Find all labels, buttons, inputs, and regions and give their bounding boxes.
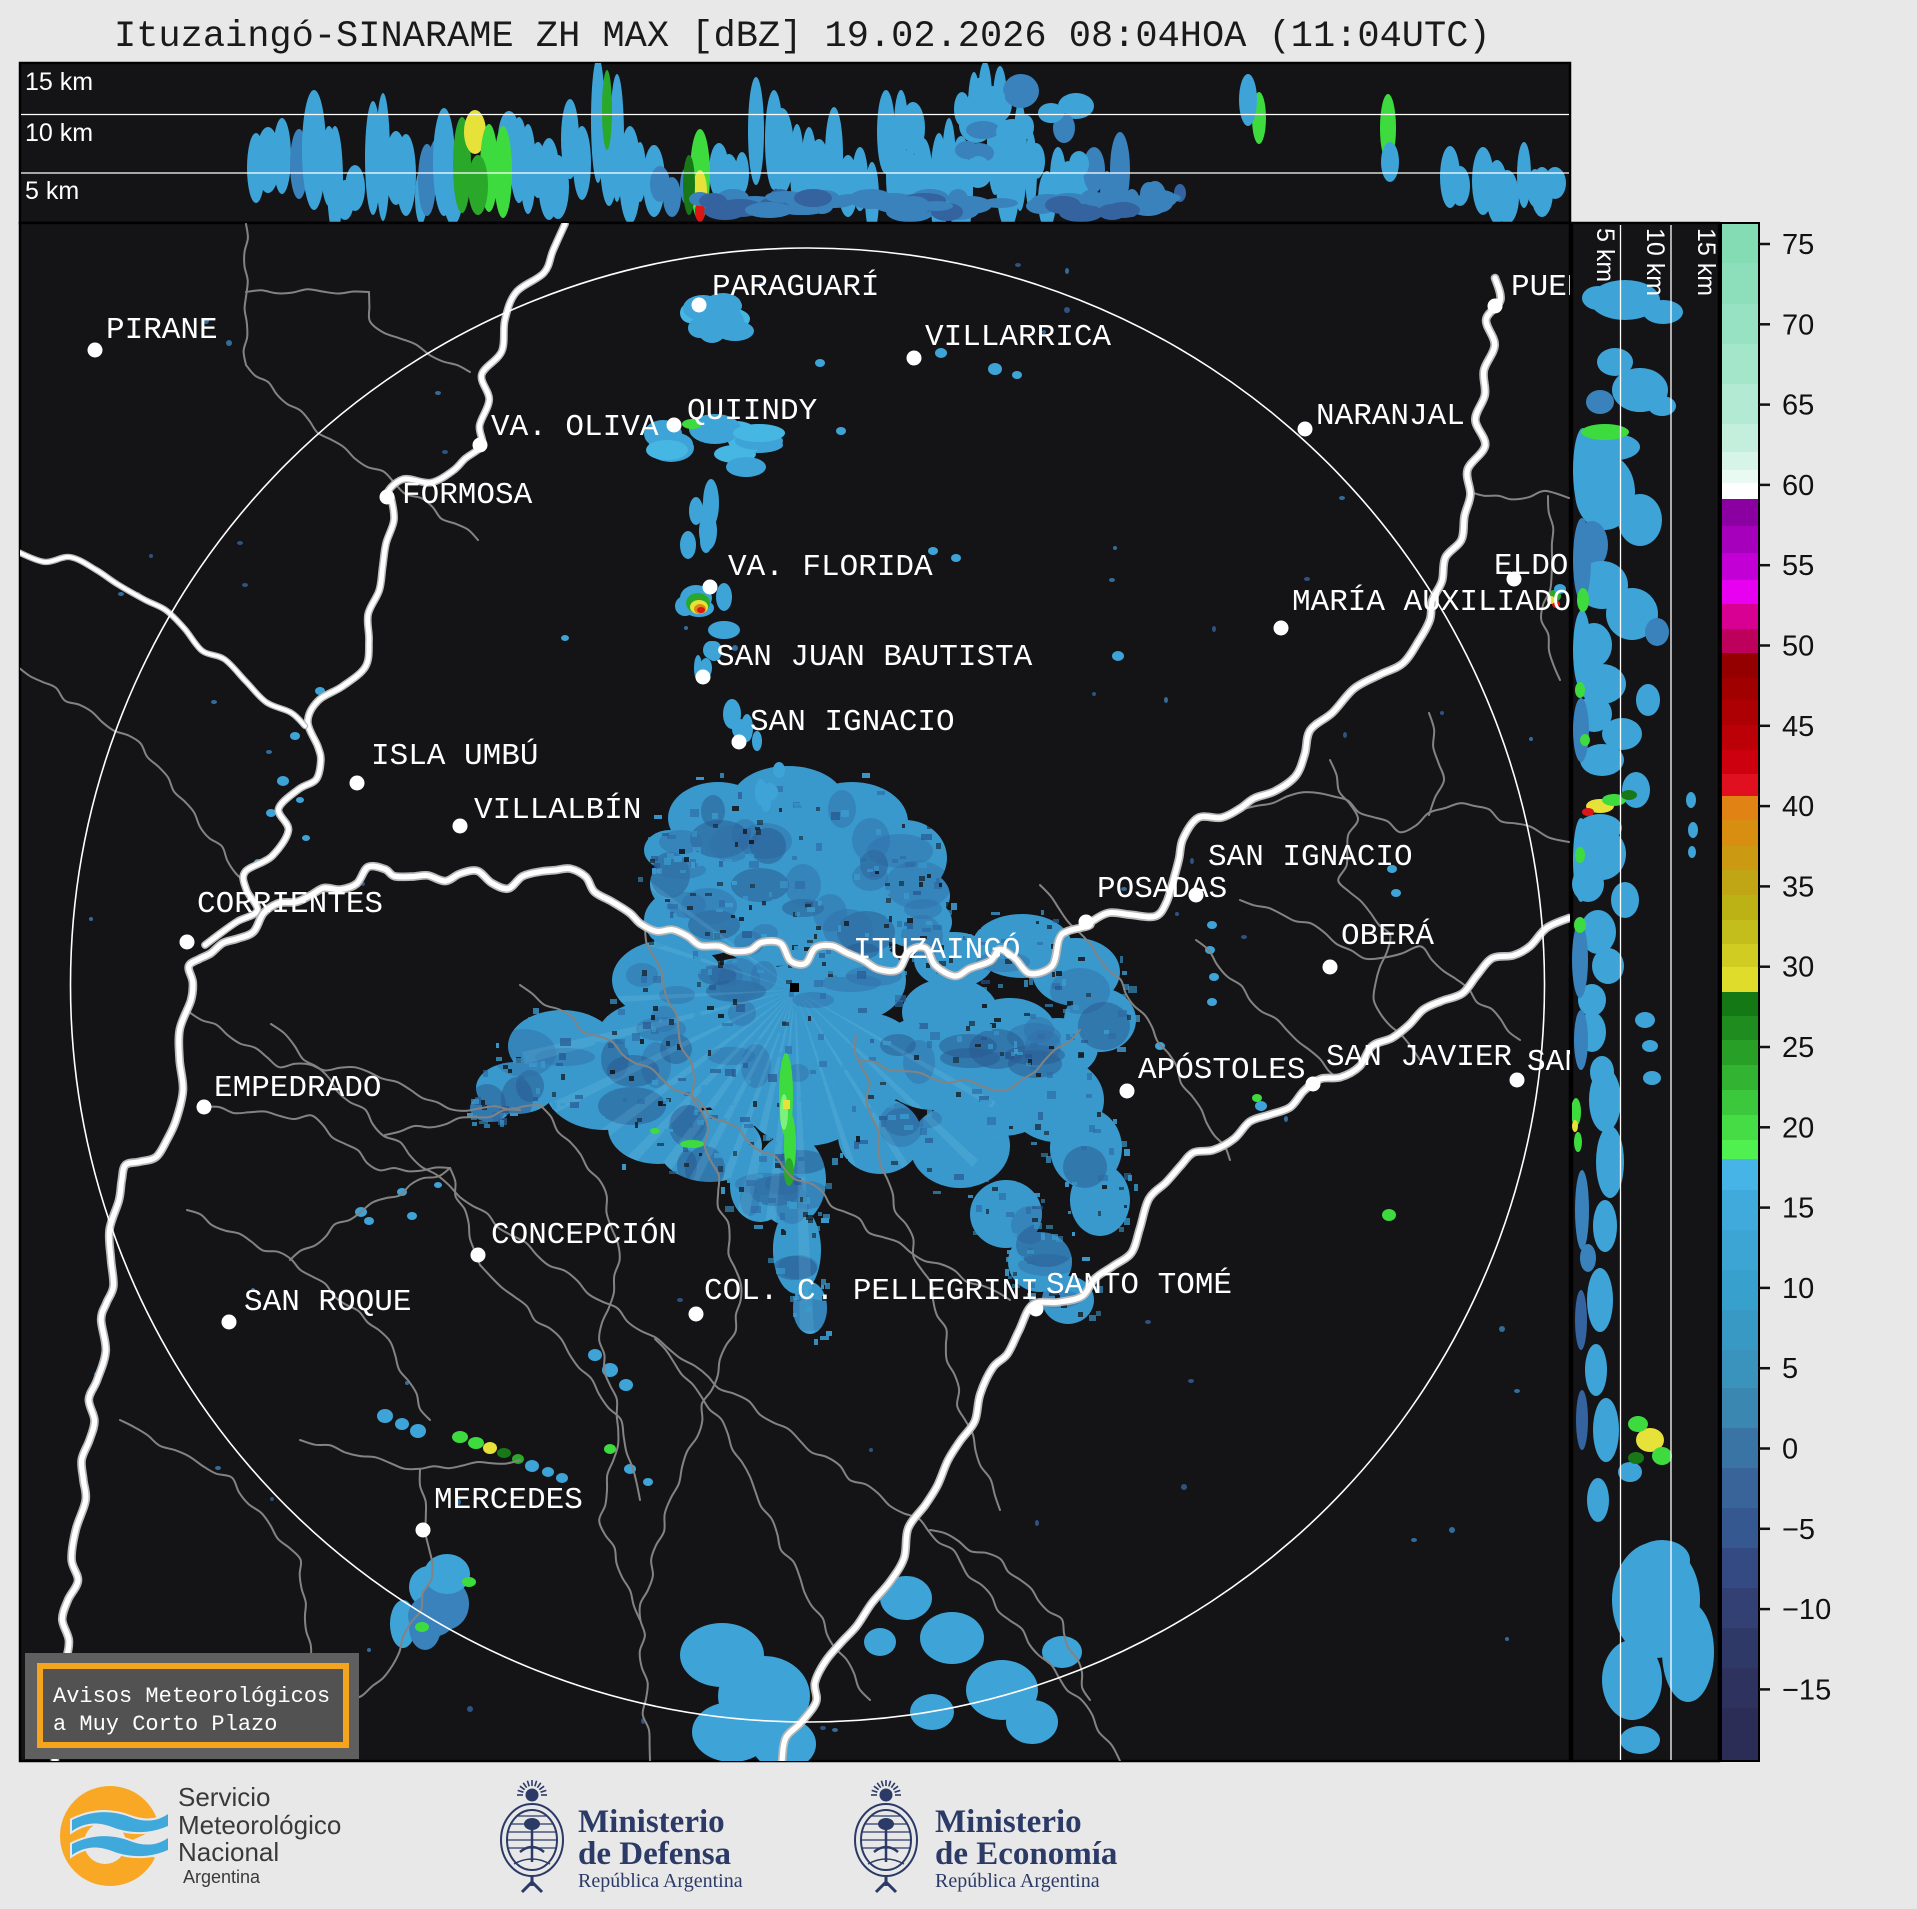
svg-text:POSADAS: POSADAS — [1097, 872, 1227, 907]
svg-text:10: 10 — [1782, 1273, 1814, 1305]
svg-text:SAN ROQUE: SAN ROQUE — [244, 1285, 411, 1320]
svg-text:35: 35 — [1782, 871, 1814, 903]
svg-text:65: 65 — [1782, 390, 1814, 422]
svg-text:de Economía: de Economía — [935, 1836, 1117, 1872]
svg-text:15: 15 — [1782, 1193, 1814, 1225]
svg-text:10 km: 10 km — [25, 119, 93, 147]
svg-text:Nacional: Nacional — [178, 1837, 279, 1867]
svg-text:VA. FLORIDA: VA. FLORIDA — [728, 550, 933, 585]
svg-text:SAN IGNACIO: SAN IGNACIO — [750, 705, 955, 740]
svg-text:VILLALBÍN: VILLALBÍN — [474, 791, 641, 828]
svg-text:Meteorológico: Meteorológico — [178, 1810, 341, 1840]
svg-text:FORMOSA: FORMOSA — [402, 478, 533, 513]
svg-text:a Muy Corto Plazo: a Muy Corto Plazo — [53, 1712, 277, 1737]
svg-text:75: 75 — [1782, 229, 1814, 261]
svg-text:60: 60 — [1782, 470, 1814, 502]
svg-text:SANTO TOMÉ: SANTO TOMÉ — [1046, 1266, 1232, 1303]
svg-text:República Argentina: República Argentina — [935, 1870, 1100, 1892]
svg-text:MARÍA AUXILIADORA: MARÍA AUXILIADORA — [1292, 583, 1609, 620]
svg-text:República Argentina: República Argentina — [578, 1870, 743, 1892]
svg-text:VA. OLIVA: VA. OLIVA — [491, 410, 659, 445]
svg-text:SAN PEDRO: SAN PEDRO — [1527, 1045, 1694, 1080]
svg-text:5: 5 — [1782, 1353, 1798, 1385]
svg-text:Avisos Meteorológicos: Avisos Meteorológicos — [53, 1684, 330, 1709]
svg-text:CORRIENTES: CORRIENTES — [197, 887, 383, 922]
svg-text:Ministerio: Ministerio — [578, 1804, 725, 1840]
svg-text:CONCEPCIÓN: CONCEPCIÓN — [491, 1216, 677, 1253]
svg-text:5 km: 5 km — [25, 177, 79, 205]
svg-text:VILLARRICA: VILLARRICA — [925, 320, 1111, 355]
svg-text:OBERÁ: OBERÁ — [1341, 917, 1434, 954]
svg-text:SAN IGNACIO: SAN IGNACIO — [1208, 840, 1413, 875]
svg-text:0: 0 — [1782, 1434, 1798, 1466]
svg-text:PUERTO RICO: PUERTO RICO — [1511, 270, 1716, 305]
svg-text:20: 20 — [1782, 1112, 1814, 1144]
svg-text:APÓSTOLES: APÓSTOLES — [1138, 1051, 1305, 1088]
svg-text:MERCEDES: MERCEDES — [434, 1483, 583, 1518]
svg-text:15 km: 15 km — [1692, 228, 1720, 296]
svg-text:Ministerio: Ministerio — [935, 1804, 1082, 1840]
svg-text:SAN JAVIER: SAN JAVIER — [1326, 1040, 1512, 1075]
svg-text:−5: −5 — [1782, 1514, 1815, 1546]
svg-text:COL. C. PELLEGRINI: COL. C. PELLEGRINI — [704, 1274, 1039, 1309]
svg-text:30: 30 — [1782, 952, 1814, 984]
svg-text:ITUZAINGÓ: ITUZAINGÓ — [853, 931, 1020, 968]
svg-text:ELDORADO: ELDORADO — [1494, 549, 1643, 584]
svg-text:Ituzaingó-SINARAME ZH MAX [dBZ: Ituzaingó-SINARAME ZH MAX [dBZ] 19.02.20… — [114, 16, 1491, 58]
svg-text:QUIINDY: QUIINDY — [687, 394, 818, 429]
svg-text:−10: −10 — [1782, 1594, 1831, 1626]
svg-text:45: 45 — [1782, 711, 1814, 743]
svg-text:PARAGUARÍ: PARAGUARÍ — [712, 268, 879, 305]
svg-text:PIRANE: PIRANE — [106, 313, 218, 348]
svg-text:ISLA UMBÚ: ISLA UMBÚ — [371, 737, 538, 774]
svg-text:70: 70 — [1782, 309, 1814, 341]
svg-text:−15: −15 — [1782, 1674, 1831, 1706]
svg-text:SAN JUAN BAUTISTA: SAN JUAN BAUTISTA — [716, 640, 1033, 675]
svg-text:40: 40 — [1782, 791, 1814, 823]
svg-text:15 km: 15 km — [25, 68, 93, 96]
svg-text:10 km: 10 km — [1641, 228, 1669, 296]
svg-text:25: 25 — [1782, 1032, 1814, 1064]
svg-text:55: 55 — [1782, 550, 1814, 582]
svg-text:50: 50 — [1782, 631, 1814, 663]
svg-text:Argentina: Argentina — [183, 1867, 261, 1887]
svg-text:EMPEDRADO: EMPEDRADO — [214, 1071, 381, 1106]
svg-text:Servicio: Servicio — [178, 1782, 270, 1812]
svg-text:5 km: 5 km — [1591, 228, 1619, 282]
svg-text:NARANJAL: NARANJAL — [1316, 399, 1465, 434]
svg-text:de Defensa: de Defensa — [578, 1836, 731, 1872]
